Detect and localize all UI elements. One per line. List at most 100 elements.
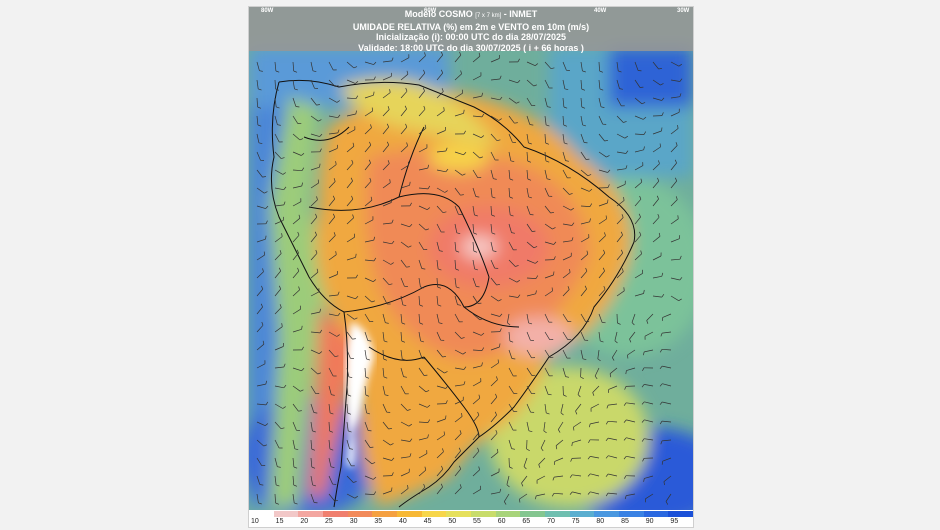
wind-barb-flag bbox=[641, 384, 645, 388]
wind-barb bbox=[508, 97, 517, 104]
wind-barb-flag bbox=[481, 347, 485, 351]
wind-barb bbox=[364, 457, 373, 465]
wind-barb-flag bbox=[391, 57, 394, 62]
wind-barb bbox=[256, 187, 265, 194]
wind-barb bbox=[274, 79, 276, 90]
wind-barb bbox=[418, 277, 421, 287]
wind-barb-flag bbox=[373, 257, 377, 262]
wind-barb-flag bbox=[352, 338, 356, 340]
wind-barb-flag bbox=[491, 196, 496, 199]
wind-barb-flag bbox=[443, 107, 445, 111]
wind-barb bbox=[663, 475, 672, 482]
wind-barb bbox=[400, 367, 404, 377]
wind-barb-flag bbox=[569, 474, 573, 478]
wind-barb bbox=[328, 181, 336, 189]
wind-barb-flag bbox=[461, 337, 465, 339]
wind-barb bbox=[598, 79, 601, 89]
wind-barb bbox=[346, 61, 355, 69]
wind-barb-flag bbox=[509, 196, 514, 199]
wind-barb-flag bbox=[298, 286, 300, 290]
wind-barb-flag bbox=[383, 376, 388, 379]
wind-barb bbox=[580, 253, 589, 261]
wind-barb bbox=[616, 115, 624, 123]
wind-barb-flag bbox=[582, 70, 586, 73]
wind-barb bbox=[490, 396, 498, 405]
wind-barb-flag bbox=[661, 112, 664, 116]
wind-barb bbox=[292, 328, 302, 333]
wind-barb bbox=[400, 295, 404, 305]
wind-barb bbox=[292, 493, 295, 503]
wind-barb bbox=[562, 61, 567, 71]
wind-barb-flag bbox=[445, 400, 448, 404]
wind-barb bbox=[634, 61, 639, 71]
wind-barb-flag bbox=[331, 394, 335, 396]
wind-barb bbox=[346, 349, 351, 359]
wind-barb bbox=[400, 184, 410, 189]
wind-barb bbox=[454, 313, 460, 323]
wind-barb-flag bbox=[445, 168, 449, 173]
wind-barb bbox=[580, 151, 587, 160]
wind-barb bbox=[436, 130, 446, 135]
wind-barb bbox=[256, 493, 259, 503]
wind-barb-flag bbox=[641, 102, 646, 105]
wind-barb bbox=[310, 439, 313, 450]
legend-label: 40 bbox=[399, 518, 407, 525]
wind-barb-flag bbox=[643, 289, 645, 294]
wind-barb bbox=[418, 385, 427, 393]
wind-barb-flag bbox=[620, 231, 623, 236]
wind-barb bbox=[607, 420, 618, 423]
wind-barb-flag bbox=[459, 430, 462, 434]
wind-barb bbox=[526, 313, 529, 323]
wind-barb bbox=[616, 290, 625, 297]
wind-barb-flag bbox=[582, 358, 587, 361]
wind-barb bbox=[454, 54, 462, 63]
wind-barb bbox=[346, 79, 356, 84]
wind-barb-flag bbox=[491, 214, 496, 217]
wind-barb bbox=[346, 313, 355, 320]
wind-barb-flag bbox=[516, 279, 520, 283]
wind-barb-flag bbox=[460, 194, 464, 196]
wind-barb bbox=[256, 79, 259, 89]
wind-barb-flag bbox=[456, 286, 460, 289]
wind-barb bbox=[661, 439, 672, 442]
wind-barb bbox=[382, 182, 391, 189]
wind-barb bbox=[490, 452, 499, 459]
wind-barb-flag bbox=[352, 142, 355, 147]
wind-barb-flag bbox=[283, 384, 287, 389]
wind-barb bbox=[544, 274, 554, 279]
wind-barb-flag bbox=[580, 376, 584, 380]
wind-barb bbox=[454, 399, 464, 405]
wind-barb bbox=[436, 468, 444, 477]
wind-barb bbox=[292, 185, 302, 189]
wind-barb-flag bbox=[587, 473, 591, 477]
wind-barb-flag bbox=[408, 423, 412, 427]
wind-barb bbox=[364, 199, 373, 207]
wind-barb bbox=[526, 385, 532, 394]
wind-barb-flag bbox=[481, 332, 485, 336]
wind-barb bbox=[346, 145, 355, 153]
wind-barb bbox=[328, 331, 337, 337]
wind-barb-flag bbox=[584, 285, 587, 290]
wind-barb bbox=[472, 489, 481, 495]
wind-barb-flag bbox=[659, 365, 663, 370]
wind-barb-flag bbox=[408, 245, 412, 248]
wind-barb-flag bbox=[458, 465, 462, 470]
wind-barb-flag bbox=[623, 437, 627, 441]
wind-barb-flag bbox=[550, 67, 555, 70]
wind-barb bbox=[328, 367, 334, 377]
wind-barb-flag bbox=[390, 443, 394, 446]
wind-barb-flag bbox=[335, 161, 337, 165]
wind-barb bbox=[274, 236, 283, 243]
wind-barb bbox=[382, 349, 384, 360]
wind-barb bbox=[454, 433, 462, 441]
wind-barb-flag bbox=[660, 83, 664, 86]
wind-barb bbox=[400, 456, 410, 459]
wind-barb bbox=[562, 367, 566, 377]
wind-barb-flag bbox=[581, 106, 586, 109]
legend-label: 75 bbox=[571, 518, 580, 525]
wind-barb-flag bbox=[495, 393, 498, 398]
wind-barb bbox=[400, 57, 410, 63]
wind-barb-flag bbox=[516, 101, 520, 104]
wind-barb bbox=[598, 115, 604, 125]
wind-barb-flag bbox=[643, 478, 645, 482]
